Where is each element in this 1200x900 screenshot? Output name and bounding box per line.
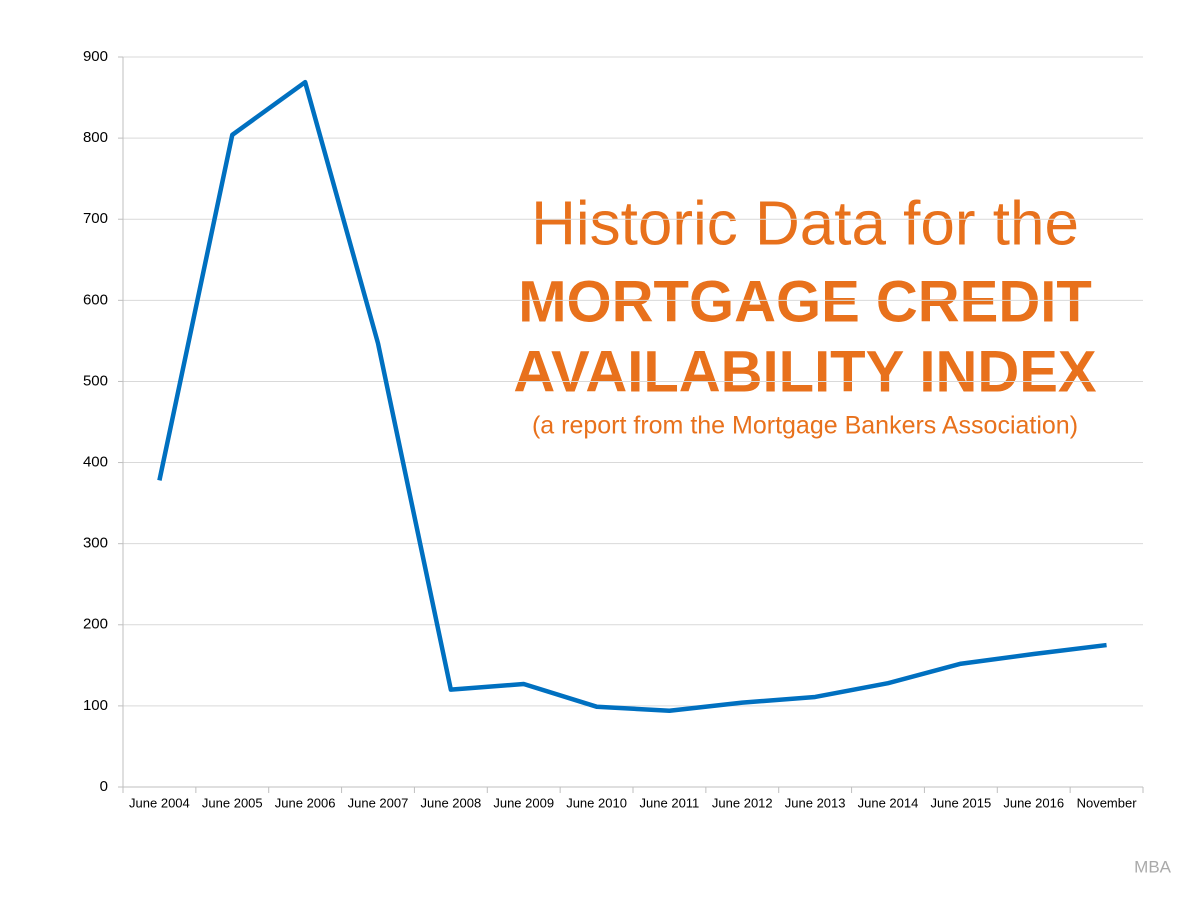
x-tick-label: June 2012 (712, 795, 773, 810)
y-tick-label: 200 (83, 616, 108, 633)
y-tick-label: 500 (83, 372, 108, 389)
x-tick-label: June 2013 (785, 795, 846, 810)
y-tick-label: 700 (83, 210, 108, 227)
x-tick-label: June 2008 (420, 795, 481, 810)
x-tick-label: June 2015 (930, 795, 991, 810)
chart-subtitle: (a report from the Mortgage Bankers Asso… (532, 412, 1078, 440)
chart-title: Historic Data for the (531, 189, 1079, 258)
x-tick-label: June 2014 (858, 795, 919, 810)
x-tick-label: June 2004 (129, 795, 190, 810)
y-tick-label: 600 (83, 291, 108, 308)
x-tick-label: June 2011 (640, 795, 700, 810)
x-tick-label: June 2010 (566, 795, 627, 810)
x-tick-label: November (1077, 795, 1138, 810)
y-tick-label: 300 (83, 535, 108, 552)
y-tick-label: 100 (83, 697, 108, 714)
x-tick-label: June 2007 (348, 795, 409, 810)
chart-title: AVAILABILITY INDEX (513, 339, 1097, 404)
chart-title: MORTGAGE CREDIT (518, 269, 1092, 334)
x-tick-label: June 2016 (1003, 795, 1064, 810)
y-tick-label: 900 (83, 48, 108, 65)
y-tick-label: 0 (100, 778, 108, 795)
source: MBA (1134, 857, 1172, 876)
x-tick-label: June 2005 (202, 795, 263, 810)
y-tick-label: 800 (83, 129, 108, 146)
x-tick-label: June 2009 (493, 795, 554, 810)
data-line (157, 79, 1107, 714)
y-tick-label: 400 (83, 454, 108, 471)
x-tick-label: June 2006 (275, 795, 336, 810)
